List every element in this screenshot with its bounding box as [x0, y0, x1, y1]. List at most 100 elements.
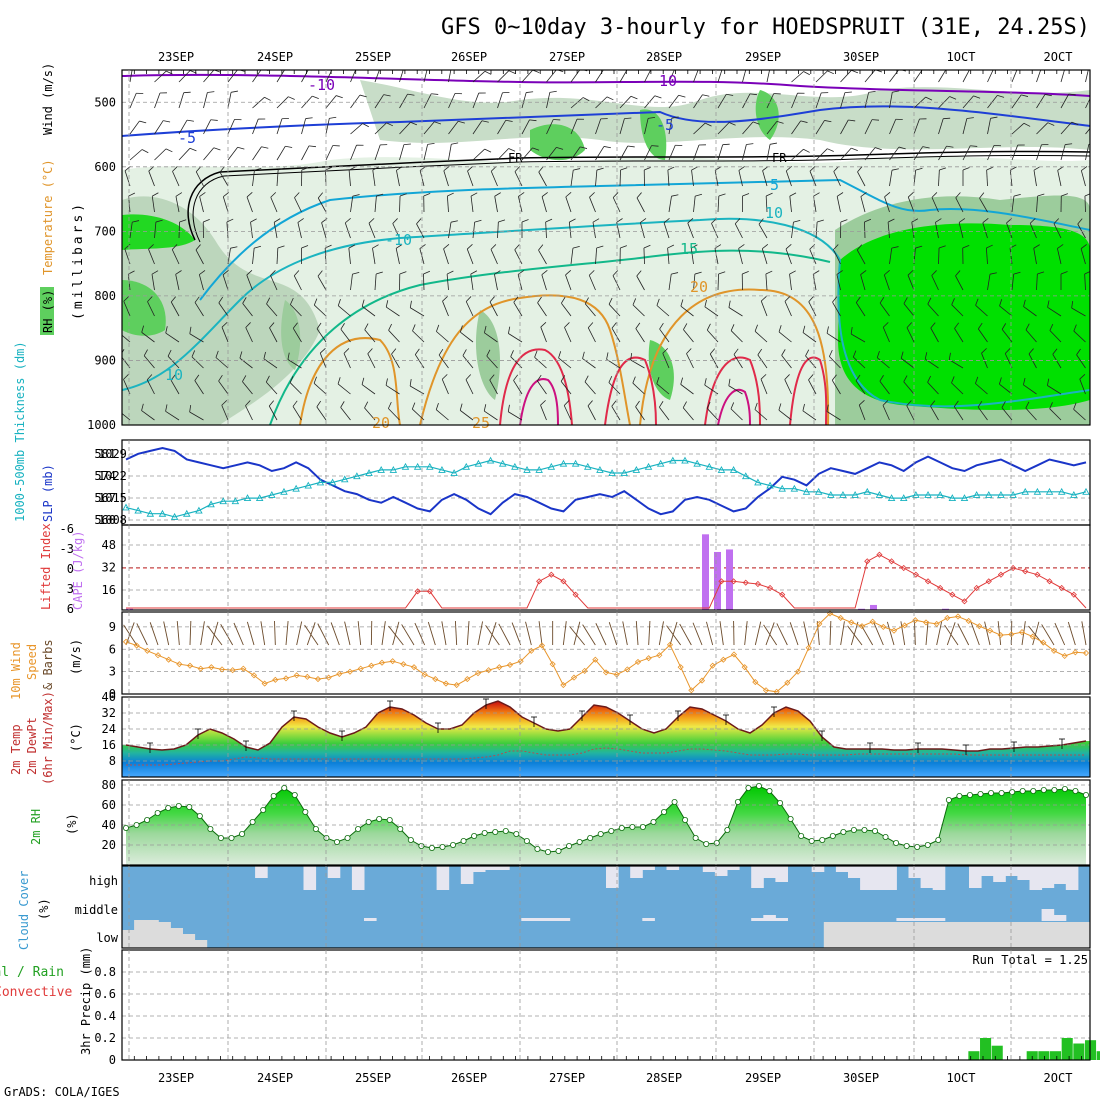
rh-point [598, 831, 603, 836]
wind10-barb [486, 625, 500, 645]
precip-bar [1050, 1051, 1061, 1060]
wind-barb [400, 196, 401, 212]
wind10-barb [428, 622, 435, 645]
rh-point [661, 809, 666, 814]
contour-label-20-a: 20 [690, 278, 708, 296]
wind10-barb [755, 622, 760, 645]
contour-label-minus10-b: -10 [650, 72, 677, 90]
contour-label-5: 5 [770, 176, 779, 194]
rh-point [915, 844, 920, 849]
rh-point [872, 828, 877, 833]
rh-point [461, 838, 466, 843]
rh-point [756, 783, 761, 788]
cloud-level-high: high [89, 874, 118, 888]
wind-barb-flag [452, 65, 459, 66]
pressure-tick-label: 700 [94, 224, 116, 238]
wind10-barb [190, 621, 191, 645]
rh-point [493, 829, 498, 834]
wind10-barb [623, 621, 628, 645]
wind10-barb [914, 621, 915, 645]
wind10-barb [274, 621, 275, 645]
precip-bar [980, 1038, 991, 1060]
wind10-barb [297, 622, 302, 645]
wind10-barb [985, 622, 990, 645]
wind10-barb [804, 622, 809, 645]
mid-cloud-bar [909, 918, 922, 921]
wind10-barb [126, 622, 134, 645]
wind10-barb [526, 622, 532, 645]
rh-point [271, 793, 276, 798]
high-cloud-bar [921, 866, 934, 888]
rh-point [693, 835, 698, 840]
cloud-unit: (%) [37, 898, 51, 920]
rh-point [398, 826, 403, 831]
rh-shading [118, 65, 1100, 425]
rh-high-area-right [838, 223, 1090, 410]
low-cloud-bar [824, 922, 1090, 948]
top-day-label: 24SEP [257, 50, 293, 64]
mid-cloud-bar [364, 918, 377, 921]
wind-barb [939, 248, 940, 264]
rh-tick-label: 20 [102, 838, 116, 852]
wind10-barb [208, 626, 222, 645]
low-cloud-bar [134, 920, 147, 948]
rh-point [788, 816, 793, 821]
wind10-barb [848, 626, 862, 645]
rh-tick-label: 80 [102, 778, 116, 792]
wind-barb [864, 222, 865, 238]
wind10-barb [609, 622, 616, 645]
precip-tick-label: 0.4 [94, 1009, 116, 1023]
bottom-day-label: 30SEP [843, 1071, 879, 1085]
wind-barb [179, 222, 180, 238]
rh-point [999, 790, 1004, 795]
rh-tick-label: 40 [102, 818, 116, 832]
low-cloud-bar [146, 920, 159, 948]
wind-barb-flag [1093, 94, 1100, 95]
high-cloud-bar [751, 866, 764, 888]
rh-point [419, 843, 424, 848]
wind10-barb [745, 621, 748, 645]
precip-frame [122, 950, 1090, 1060]
high-cloud-bar [909, 866, 922, 878]
profile-panel: -10 -10 -5 -5 FR FR 5 10 -10 10 15 20 20… [40, 63, 1100, 432]
mid-cloud-bar [751, 918, 764, 921]
low-cloud-bar [158, 922, 171, 948]
contour-label-minus5-b: -5 [656, 116, 674, 134]
rh-point [239, 831, 244, 836]
wind-barb-flag [118, 325, 120, 332]
cape-axis-label: CAPE (J/kg) [71, 531, 85, 610]
temp-tick-label: 40 [102, 690, 116, 704]
rh-point [176, 803, 181, 808]
mid-cloud-bar [546, 918, 559, 921]
pressure-tick-label: 900 [94, 353, 116, 367]
pressure-tick-label: 600 [94, 160, 116, 174]
wind10-barb [937, 622, 942, 645]
wind10-barb [247, 622, 254, 645]
rh-point [683, 817, 688, 822]
temp-label-b: 2m DewPt [25, 717, 39, 775]
rh-point [503, 828, 508, 833]
rh-point [450, 842, 455, 847]
wind-barb-flag [184, 92, 191, 93]
top-day-label: 26SEP [451, 50, 487, 64]
rh-point [904, 843, 909, 848]
cape-bar [726, 549, 733, 610]
cape-bar [714, 552, 721, 610]
rh-point [134, 822, 139, 827]
top-day-label: 28SEP [646, 50, 682, 64]
rh-point [704, 841, 709, 846]
top-day-label: 1OCT [947, 50, 976, 64]
millibars-label: (millibars) [71, 201, 86, 320]
contour-label-20-b: 20 [372, 414, 390, 432]
rh-point [925, 842, 930, 847]
rh-point [324, 835, 329, 840]
rh-point [936, 837, 941, 842]
rh-point [282, 785, 287, 790]
wind10-barb [764, 625, 777, 645]
wind10-unit: (m/s) [69, 639, 83, 675]
high-cloud-bar [461, 866, 474, 884]
temperature-legend-label: Temperature (°C) [41, 159, 55, 275]
wind10-barb [720, 621, 723, 645]
